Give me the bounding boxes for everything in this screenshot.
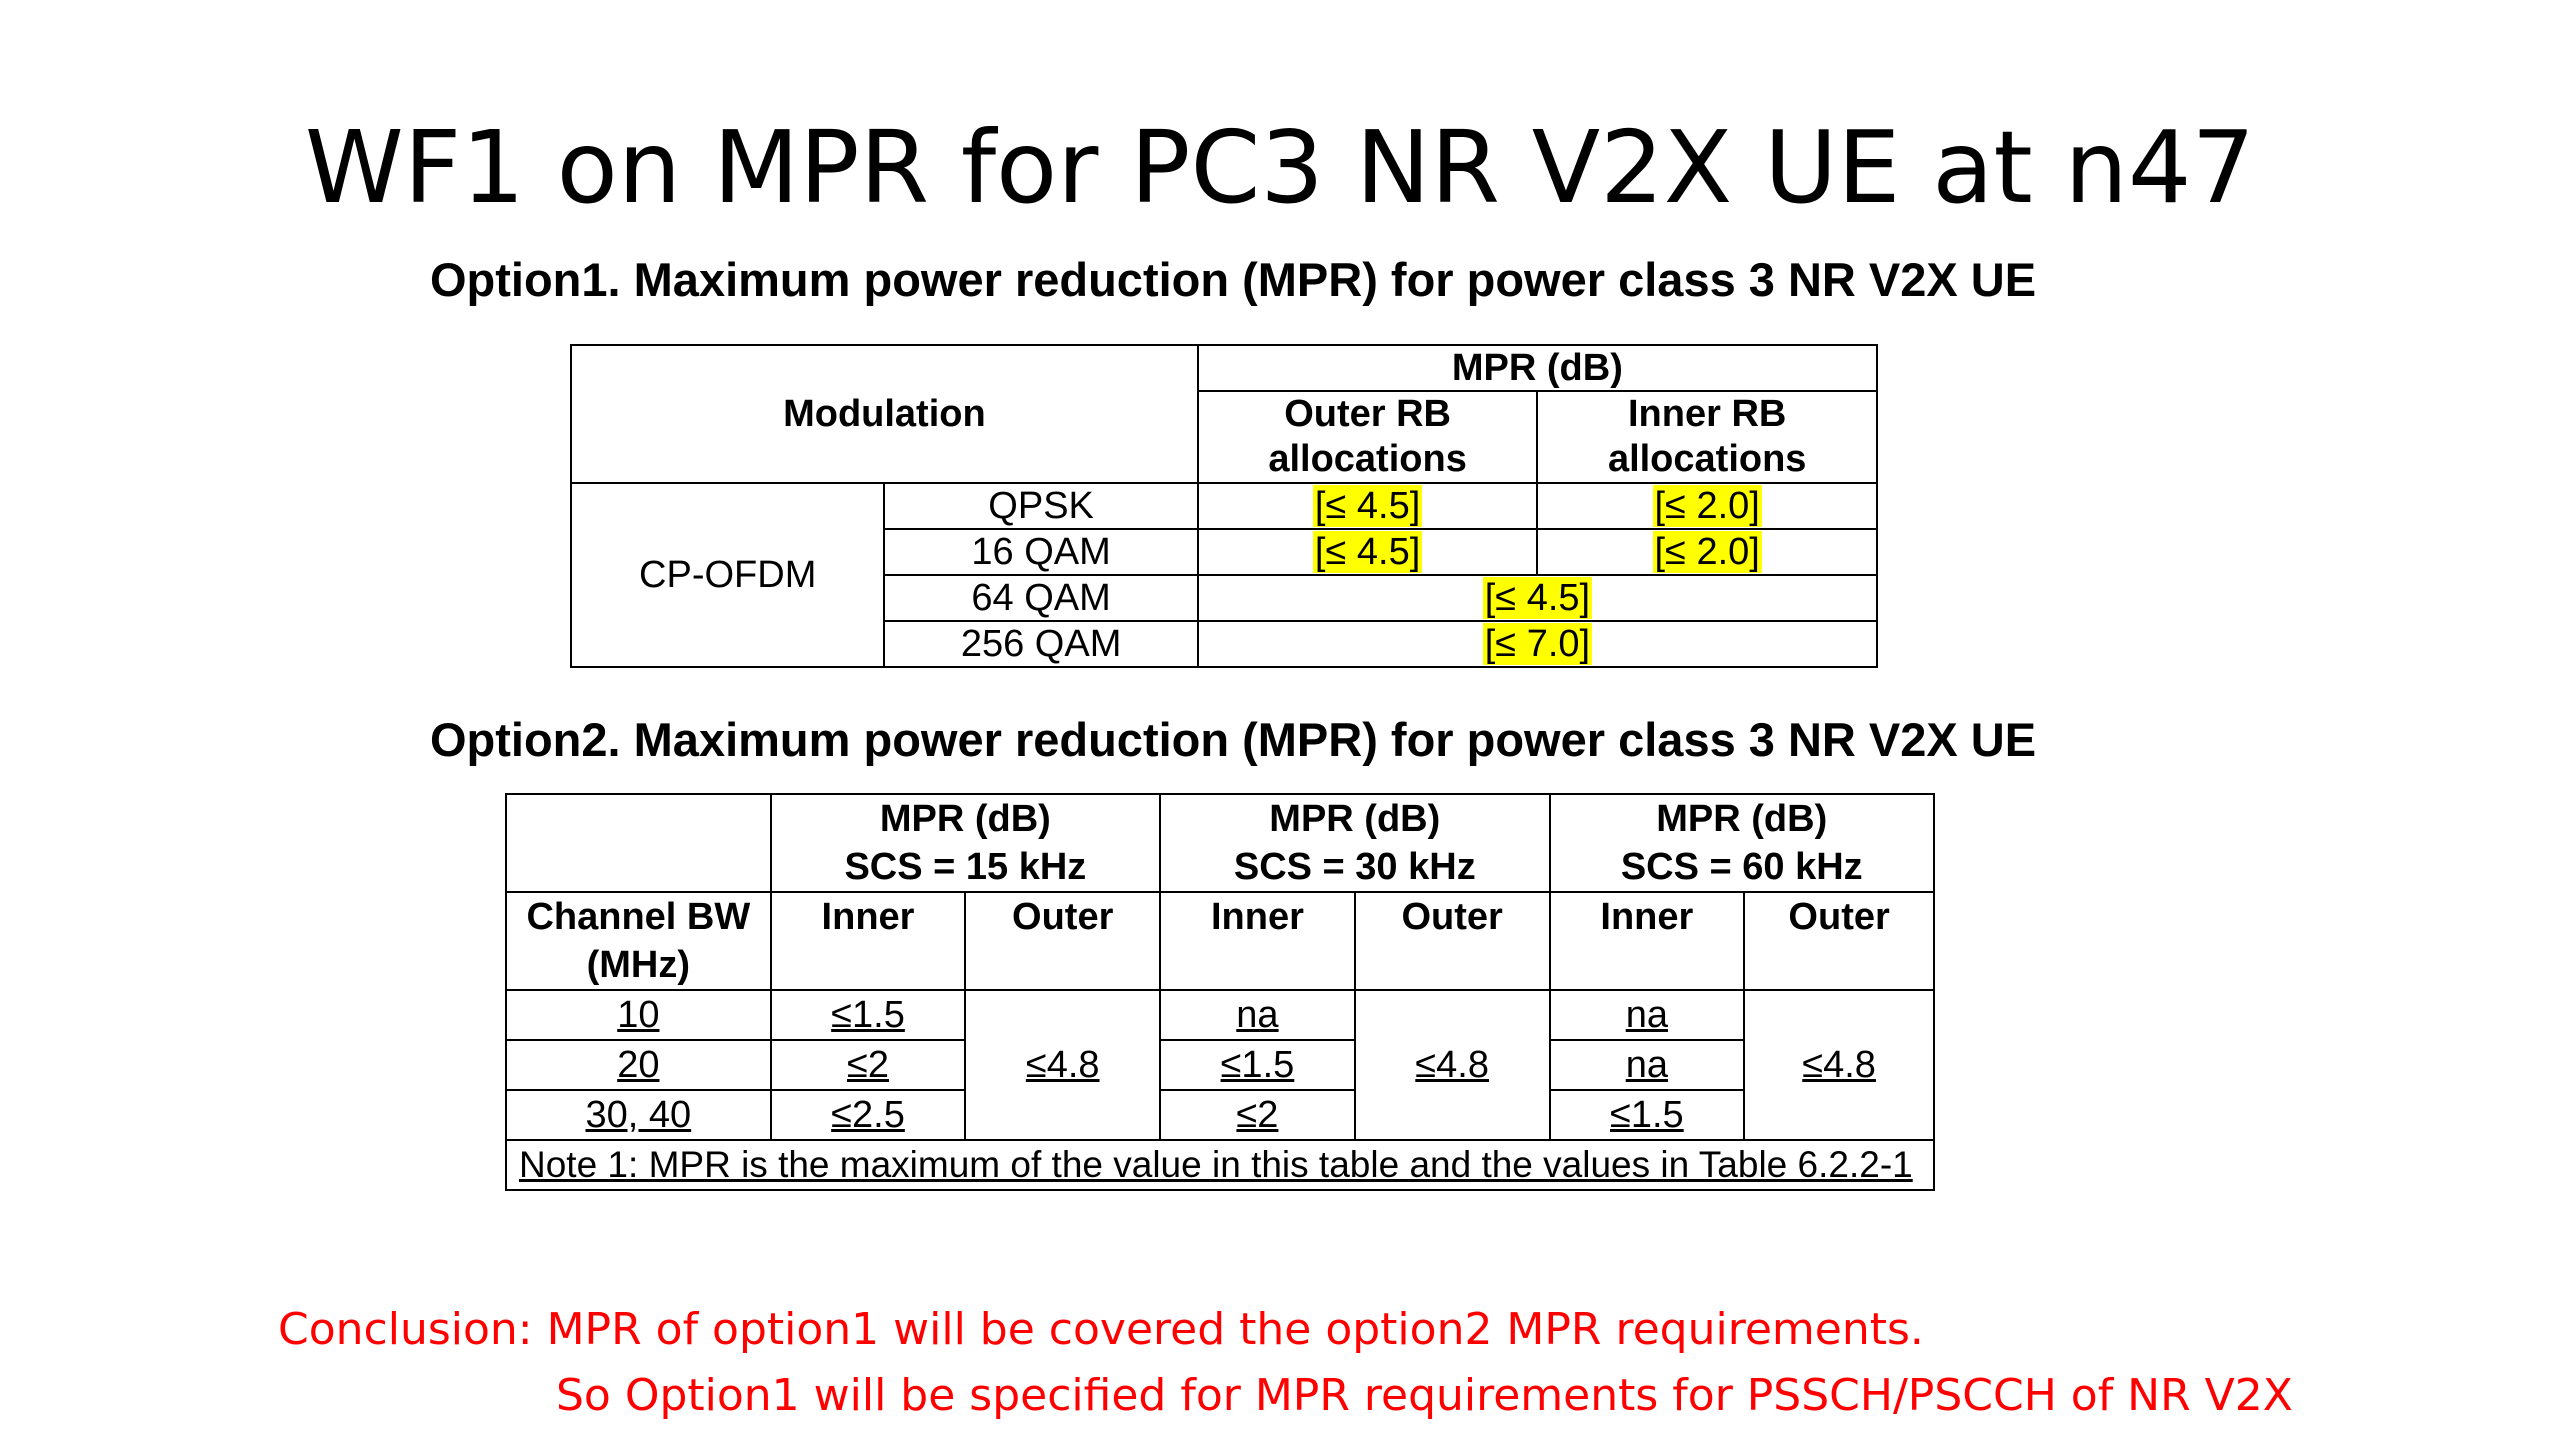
bw-value: 10 (617, 994, 660, 1036)
inner30-value: ≤1.5 (1220, 1044, 1295, 1086)
header-inner-60: Inner (1548, 891, 1746, 991)
header-modulation: Modulation (570, 344, 1199, 484)
highlighted-value: [≤ 2.0] (1652, 531, 1762, 573)
inner60-value: na (1625, 1044, 1668, 1086)
table-row: 20 ≤2 ≤1.5 na (505, 1039, 1934, 1091)
inner30-cell: ≤2 (1159, 1089, 1356, 1141)
header-inner-15: Inner (769, 891, 967, 991)
modulation-cell: 64 QAM (883, 574, 1199, 622)
inner15-cell: ≤1.5 (769, 989, 967, 1041)
modulation-cell: QPSK (883, 482, 1199, 530)
outer60-value: ≤4.8 (1802, 1044, 1876, 1086)
table-row: 16 QAM [≤ 4.5] [≤ 2.0] (571, 528, 1878, 576)
highlighted-value: [≤ 7.0] (1482, 623, 1593, 665)
outer15-cell: ≤4.8 (964, 989, 1162, 1141)
inner30-value: ≤2 (1236, 1094, 1279, 1136)
modulation-cell: 16 QAM (883, 528, 1199, 576)
bw-cell: 30, 40 (505, 1089, 772, 1141)
header-inner-rb-line1: Inner RB (1628, 393, 1787, 435)
inner30-cell: na (1159, 989, 1356, 1041)
combined-value-cell: [≤ 7.0] (1196, 620, 1879, 668)
header-scs-30: MPR (dB) SCS = 30 kHz (1159, 793, 1551, 893)
inner60-value: na (1625, 994, 1668, 1036)
header-scs-30-line2: SCS = 30 kHz (1233, 846, 1476, 888)
header-scs-60: MPR (dB) SCS = 60 kHz (1548, 793, 1935, 893)
header-scs-60-line1: MPR (dB) (1656, 798, 1828, 840)
inner15-value: ≤1.5 (831, 994, 905, 1036)
inner30-value: na (1236, 994, 1279, 1036)
header-inner-rb-line2: allocations (1607, 438, 1807, 480)
header-scs-15-line2: SCS = 15 kHz (844, 846, 1087, 888)
header-channel-bw-line2: (MHz) (586, 944, 691, 986)
header-outer-rb: Outer RB allocations (1196, 390, 1539, 484)
outer30-cell: ≤4.8 (1353, 989, 1551, 1141)
inner60-value: ≤1.5 (1610, 1094, 1684, 1136)
inner-value-cell: [≤ 2.0] (1536, 482, 1878, 530)
inner-value-cell: [≤ 2.0] (1536, 528, 1878, 576)
outer30-value: ≤4.8 (1415, 1044, 1489, 1086)
header-channel-bw-line1: Channel BW (526, 896, 751, 938)
outer-value-cell: [≤ 4.5] (1196, 528, 1539, 576)
inner60-cell: ≤1.5 (1548, 1089, 1746, 1141)
table-row: 30, 40 ≤2.5 ≤2 ≤1.5 (505, 1089, 1934, 1141)
option2-heading: Option2. Maximum power reduction (MPR) f… (430, 713, 2037, 766)
header-scs-15-line1: MPR (dB) (879, 798, 1051, 840)
table-row: 256 QAM [≤ 7.0] (571, 620, 1879, 668)
option1-mpr-table: Modulation MPR (dB) Outer RB allocations… (569, 344, 1879, 668)
highlighted-value: [≤ 4.5] (1312, 485, 1423, 527)
bw-cell: 10 (505, 989, 772, 1041)
inner15-cell: ≤2 (769, 1039, 967, 1091)
header-mpr-db: MPR (dB) (1196, 344, 1879, 392)
header-outer-rb-line2: allocations (1268, 438, 1467, 480)
conclusion-line1: Conclusion: MPR of option1 will be cover… (278, 1304, 1924, 1355)
inner15-value: ≤2.5 (831, 1094, 905, 1136)
outer15-value: ≤4.8 (1025, 1044, 1100, 1086)
bw-value: 30, 40 (585, 1094, 692, 1136)
option2-mpr-table: MPR (dB) SCS = 15 kHz MPR (dB) SCS = 30 … (505, 793, 1935, 1191)
combined-value-cell: [≤ 4.5] (1196, 574, 1879, 622)
highlighted-value: [≤ 4.5] (1482, 577, 1593, 619)
inner30-cell: ≤1.5 (1159, 1039, 1356, 1091)
table-note-text: Note 1: MPR is the maximum of the value … (519, 1144, 1913, 1185)
waveform-cell: CP-OFDM (569, 482, 886, 668)
header-outer-15: Outer (964, 891, 1162, 991)
conclusion-line2: So Option1 will be specified for MPR req… (556, 1370, 2293, 1421)
table-row: CP-OFDM QPSK [≤ 4.5] [≤ 2.0] (569, 482, 1878, 668)
table-row: 64 QAM [≤ 4.5] (571, 574, 1879, 622)
slide-title: WF1 on MPR for PC3 NR V2X UE at n47 (304, 109, 2256, 226)
header-scs-30-line1: MPR (dB) (1269, 798, 1441, 840)
header-outer-60: Outer (1743, 891, 1935, 991)
header-channel-bw: Channel BW (MHz) (505, 891, 772, 991)
option1-heading: Option1. Maximum power reduction (MPR) f… (430, 253, 2037, 306)
highlighted-value: [≤ 2.0] (1652, 485, 1762, 527)
modulation-cell: 256 QAM (883, 620, 1199, 668)
header-inner-30: Inner (1159, 891, 1356, 991)
highlighted-value: [≤ 4.5] (1312, 531, 1423, 573)
table-note: Note 1: MPR is the maximum of the value … (505, 1139, 1935, 1191)
header-outer-rb-line1: Outer RB (1284, 393, 1451, 435)
table-row: 10 ≤1.5 ≤4.8 na ≤4.8 na ≤4.8 (505, 989, 1935, 1141)
header-outer-30: Outer (1353, 891, 1551, 991)
outer-value-cell: [≤ 4.5] (1196, 482, 1539, 530)
inner60-cell: na (1548, 989, 1746, 1041)
header-scs-60-line2: SCS = 60 kHz (1620, 846, 1863, 888)
header-inner-rb: Inner RB allocations (1536, 390, 1878, 484)
header-scs-15: MPR (dB) SCS = 15 kHz (769, 793, 1162, 893)
outer60-cell: ≤4.8 (1743, 989, 1935, 1141)
bw-value: 20 (617, 1044, 660, 1086)
inner15-value: ≤2 (847, 1044, 889, 1086)
inner60-cell: na (1548, 1039, 1746, 1091)
inner15-cell: ≤2.5 (769, 1089, 967, 1141)
header-empty-cell (505, 793, 772, 893)
bw-cell: 20 (505, 1039, 772, 1091)
